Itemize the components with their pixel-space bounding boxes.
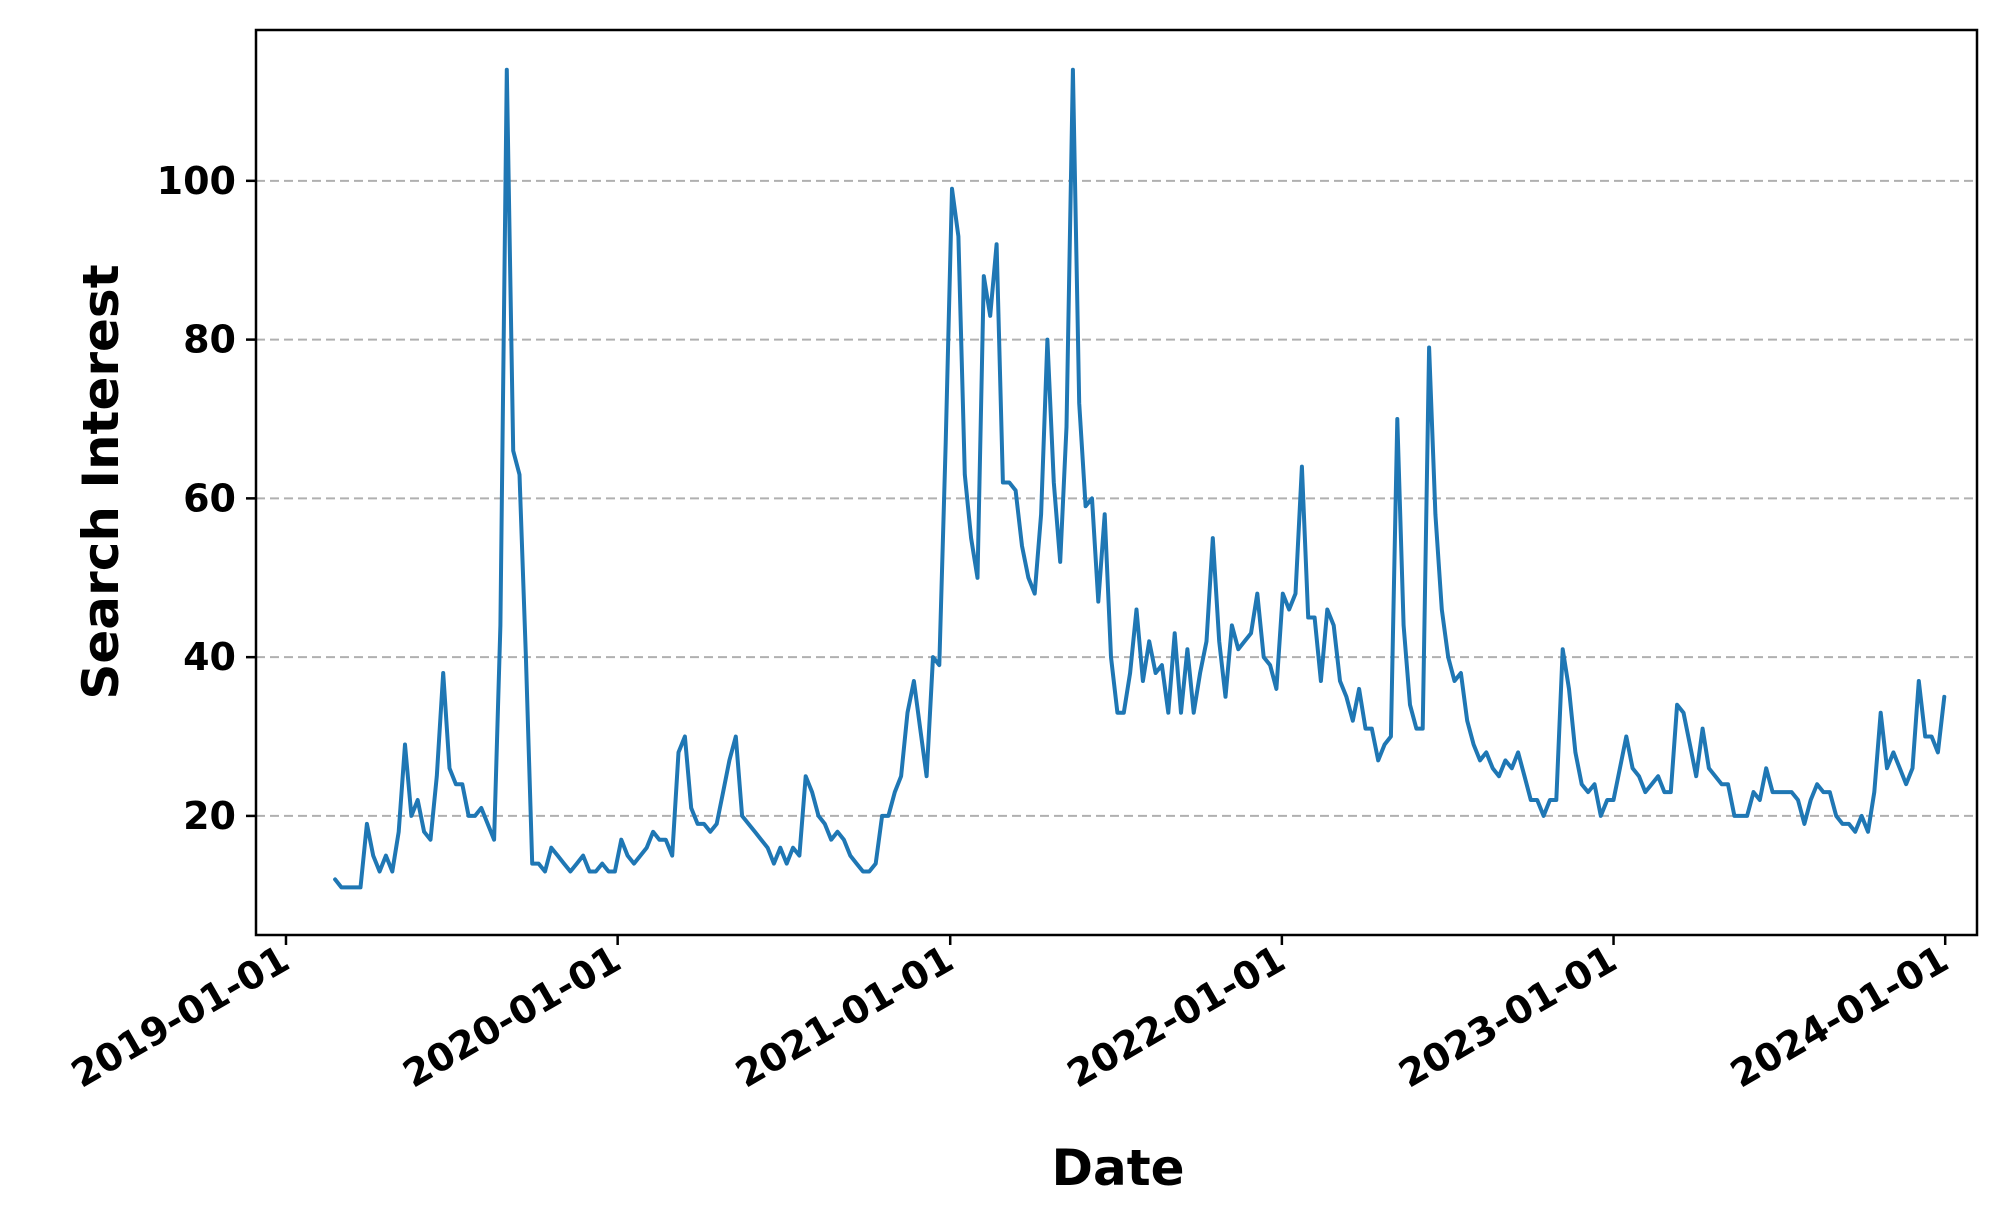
y-tick-label: 60 <box>183 476 236 520</box>
y-tick-label: 100 <box>157 159 236 203</box>
x-axis-title: Date <box>1051 1139 1184 1197</box>
series-layer <box>333 67 1947 890</box>
series-line <box>333 67 1947 890</box>
y-axis: 20 40 60 80 100 <box>157 159 256 838</box>
grid <box>256 179 1977 817</box>
y-tick-label: 40 <box>183 635 236 679</box>
plot-frame <box>254 28 1979 937</box>
y-tick-label: 20 <box>183 794 236 838</box>
y-tick-label: 80 <box>183 318 236 362</box>
y-axis-title: Search Interest <box>72 264 130 699</box>
